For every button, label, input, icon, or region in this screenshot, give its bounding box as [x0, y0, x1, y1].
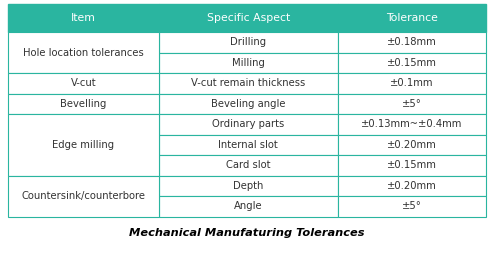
FancyBboxPatch shape [338, 176, 486, 196]
FancyBboxPatch shape [338, 32, 486, 53]
Text: Drilling: Drilling [230, 37, 266, 47]
Text: Edge milling: Edge milling [52, 140, 114, 150]
Text: Ordinary parts: Ordinary parts [212, 119, 285, 129]
FancyBboxPatch shape [338, 196, 486, 217]
Text: V-cut: V-cut [71, 78, 96, 88]
FancyBboxPatch shape [8, 94, 159, 114]
FancyBboxPatch shape [338, 114, 486, 134]
Text: Hole location tolerances: Hole location tolerances [23, 48, 144, 57]
Text: ±0.20mm: ±0.20mm [387, 140, 437, 150]
FancyBboxPatch shape [159, 4, 338, 32]
Text: Angle: Angle [234, 201, 262, 211]
FancyBboxPatch shape [159, 134, 338, 155]
FancyBboxPatch shape [8, 4, 159, 32]
FancyBboxPatch shape [159, 155, 338, 176]
Text: ±0.15mm: ±0.15mm [387, 58, 437, 68]
Text: Mechanical Manufaturing Tolerances: Mechanical Manufaturing Tolerances [129, 228, 365, 238]
Text: Countersink/counterbore: Countersink/counterbore [21, 191, 145, 201]
FancyBboxPatch shape [159, 53, 338, 73]
Text: ±5°: ±5° [402, 99, 422, 109]
Text: ±0.1mm: ±0.1mm [390, 78, 434, 88]
Text: Beveling angle: Beveling angle [211, 99, 286, 109]
Text: Internal slot: Internal slot [218, 140, 278, 150]
FancyBboxPatch shape [338, 53, 486, 73]
FancyBboxPatch shape [159, 114, 338, 134]
FancyBboxPatch shape [8, 114, 159, 176]
Text: Specific Aspect: Specific Aspect [206, 13, 290, 23]
Text: Tolerance: Tolerance [386, 13, 438, 23]
Text: ±0.18mm: ±0.18mm [387, 37, 437, 47]
FancyBboxPatch shape [338, 155, 486, 176]
Text: ±0.20mm: ±0.20mm [387, 181, 437, 191]
FancyBboxPatch shape [338, 134, 486, 155]
Text: ±5°: ±5° [402, 201, 422, 211]
FancyBboxPatch shape [338, 4, 486, 32]
FancyBboxPatch shape [8, 73, 159, 94]
Text: V-cut remain thickness: V-cut remain thickness [191, 78, 305, 88]
Text: ±0.15mm: ±0.15mm [387, 160, 437, 170]
FancyBboxPatch shape [159, 176, 338, 196]
Text: Milling: Milling [232, 58, 265, 68]
FancyBboxPatch shape [8, 32, 159, 73]
Text: Bevelling: Bevelling [60, 99, 107, 109]
Text: Item: Item [71, 13, 96, 23]
FancyBboxPatch shape [159, 73, 338, 94]
Text: Depth: Depth [233, 181, 263, 191]
FancyBboxPatch shape [338, 94, 486, 114]
FancyBboxPatch shape [159, 94, 338, 114]
FancyBboxPatch shape [8, 176, 159, 217]
FancyBboxPatch shape [159, 196, 338, 217]
FancyBboxPatch shape [159, 32, 338, 53]
Text: Card slot: Card slot [226, 160, 270, 170]
Text: ±0.13mm~±0.4mm: ±0.13mm~±0.4mm [361, 119, 462, 129]
FancyBboxPatch shape [338, 73, 486, 94]
